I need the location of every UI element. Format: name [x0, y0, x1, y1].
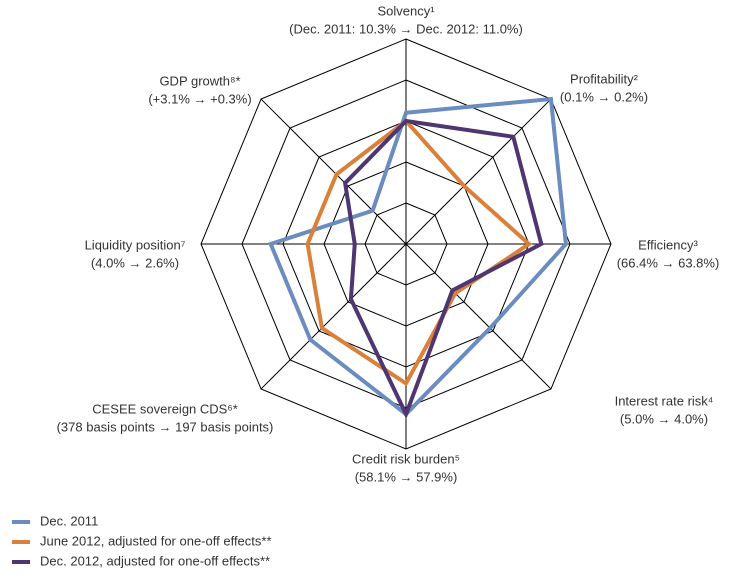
axis-note: (5.0% → 4.0%) — [620, 411, 708, 426]
legend-label: June 2012, adjusted for one-off effects*… — [40, 533, 272, 548]
legend-label: Dec. 2012, adjusted for one-off effects*… — [40, 553, 270, 568]
series-line — [342, 118, 544, 420]
axis-note: (66.4% → 63.8%) — [617, 255, 720, 270]
axis-label: CESEE sovereign CDS⁶* — [92, 401, 238, 416]
axis-label: Solvency¹ — [377, 3, 435, 18]
axis-label: Profitability² — [570, 71, 639, 86]
axis-note: (58.1% → 57.9%) — [355, 469, 458, 484]
axis-note: (378 basis points → 197 basis points) — [57, 419, 274, 434]
series-line — [305, 118, 533, 387]
axis-spoke — [405, 98, 552, 245]
axis-note: (Dec. 2011: 10.3% → Dec. 2012: 11.0%) — [289, 21, 523, 36]
axis-label: Efficiency³ — [638, 237, 698, 252]
axis-spoke — [260, 243, 407, 390]
axis-spoke — [405, 243, 552, 390]
axis-spoke — [260, 98, 407, 245]
axis-note: (+3.1% → +0.3%) — [148, 91, 251, 106]
axis-label: GDP growth⁸* — [159, 73, 240, 88]
axis-label: Liquidity position⁷ — [85, 237, 186, 252]
legend-label: Dec. 2011 — [40, 513, 98, 528]
axis-note: (4.0% → 2.6%) — [91, 255, 179, 270]
axis-label: Interest rate risk⁴ — [615, 393, 714, 408]
axis-note: (0.1% → 0.2%) — [560, 89, 648, 104]
axis-label: Credit risk burden⁵ — [352, 451, 460, 466]
